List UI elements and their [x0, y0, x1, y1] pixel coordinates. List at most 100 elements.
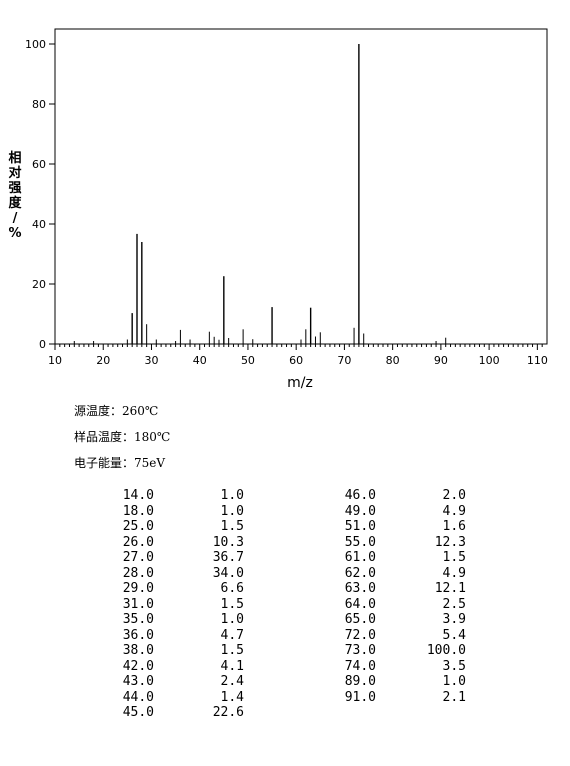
- table-row: 63.0 12.1: [340, 581, 466, 597]
- mz-value: 26.0: [122, 534, 154, 550]
- sample-temperature: 样品温度：180℃: [74, 430, 171, 444]
- table-row: 28.0 34.0: [118, 566, 244, 582]
- x-tick-label: 40: [193, 354, 207, 367]
- mz-value: 44.0: [122, 689, 154, 705]
- intensity-value: 1.5: [442, 550, 466, 565]
- intensity-value: 4.1: [220, 658, 244, 674]
- intensity-value: 1.5: [220, 643, 244, 658]
- x-tick-label: 110: [527, 354, 548, 367]
- intensity-value: 1.4: [220, 689, 244, 705]
- intensity-value: 4.7: [220, 627, 244, 643]
- x-tick-label: 100: [479, 354, 500, 367]
- table-row: 26.0 10.3: [118, 535, 244, 551]
- intensity-value: 3.9: [442, 612, 466, 627]
- mz-value: 91.0: [344, 689, 376, 705]
- mz-value: 72.0: [344, 627, 376, 643]
- intensity-value: 34.0: [212, 565, 244, 581]
- mz-value: 27.0: [122, 550, 154, 565]
- mz-value: 29.0: [122, 581, 154, 596]
- y-axis: 0 20 40 60 80 100: [25, 38, 55, 351]
- intensity-value: 2.0: [442, 488, 466, 503]
- mz-value: 73.0: [344, 643, 376, 658]
- y-tick-label: 60: [32, 158, 46, 171]
- x-tick-label: 10: [48, 354, 62, 367]
- mz-value: 31.0: [122, 596, 154, 612]
- x-tick-label: 80: [386, 354, 400, 367]
- intensity-value: 1.0: [220, 488, 244, 503]
- x-tick-label: 20: [96, 354, 110, 367]
- mz-value: 43.0: [122, 674, 154, 689]
- mz-value: 25.0: [122, 519, 154, 534]
- mz-value: 63.0: [344, 581, 376, 596]
- mz-value: 62.0: [344, 565, 376, 581]
- mass-spectrum-chart: 0 20 40 60 80 100 10 20 30 40 50 60 70 80 90 100 110 m/…: [8, 28, 548, 391]
- intensity-value: 4.9: [442, 565, 466, 581]
- intensity-value: 5.4: [442, 627, 466, 643]
- mz-value: 35.0: [122, 612, 154, 627]
- table-row: 44.0 1.4: [118, 690, 244, 706]
- y-tick-label: 0: [39, 338, 46, 351]
- table-row: 64.0 2.5: [340, 597, 466, 613]
- table-row: 73.0 100.0: [340, 643, 466, 659]
- source-temperature: 源温度：260℃: [74, 404, 159, 418]
- table-row: 65.0 3.9: [340, 612, 466, 628]
- plot-frame: [54, 28, 548, 345]
- mz-value: 14.0: [122, 488, 154, 503]
- table-row: 42.0 4.1: [118, 659, 244, 675]
- mz-value: 38.0: [122, 643, 154, 658]
- x-axis: 10 20 30 40 50 60 70 80 90 100 110: [48, 344, 548, 367]
- y-tick-label: 100: [25, 38, 46, 51]
- mz-value: 28.0: [122, 565, 154, 581]
- table-row: 62.0 4.9: [340, 566, 466, 582]
- intensity-value: 100.0: [426, 643, 466, 658]
- mz-value: 89.0: [344, 674, 376, 689]
- intensity-value: 12.1: [434, 581, 466, 596]
- mz-value: 64.0: [344, 596, 376, 612]
- table-row: 91.0 2.1: [340, 690, 466, 706]
- intensity-value: 1.0: [220, 503, 244, 519]
- mz-value: 45.0: [122, 705, 154, 720]
- table-row: 51.0 1.6: [340, 519, 466, 535]
- table-row: 36.0 4.7: [118, 628, 244, 644]
- x-tick-label: 70: [337, 354, 351, 367]
- table-row: 46.0 2.0: [340, 488, 466, 504]
- intensity-value: 22.6: [212, 705, 244, 720]
- peak-table-left: 14.0 1.0 18.0 1.0 25.0 1.5 26.0 10.3 27.0 36.7 28.…: [118, 488, 244, 721]
- mz-value: 49.0: [344, 503, 376, 519]
- intensity-value: 36.7: [212, 550, 244, 565]
- y-axis-label: 相对强度/%: [8, 150, 22, 241]
- table-row: 49.0 4.9: [340, 504, 466, 520]
- intensity-value: 1.0: [220, 612, 244, 627]
- intensity-value: 1.6: [442, 519, 466, 534]
- x-tick-label: 30: [144, 354, 158, 367]
- mz-value: 36.0: [122, 627, 154, 643]
- intensity-value: 2.5: [442, 596, 466, 612]
- x-tick-label: 60: [289, 354, 303, 367]
- mz-value: 18.0: [122, 503, 154, 519]
- y-tick-label: 20: [32, 278, 46, 291]
- mz-value: 42.0: [122, 658, 154, 674]
- table-row: 14.0 1.0: [118, 488, 244, 504]
- peak-bars: [73, 44, 447, 344]
- table-row: 61.0 1.5: [340, 550, 466, 566]
- intensity-value: 1.0: [442, 674, 466, 689]
- x-tick-label: 50: [241, 354, 255, 367]
- intensity-value: 1.5: [220, 596, 244, 612]
- table-row: 45.0 22.6: [118, 705, 244, 721]
- intensity-value: 2.4: [220, 674, 244, 689]
- intensity-value: 10.3: [212, 534, 244, 550]
- table-row: 27.0 36.7: [118, 550, 244, 566]
- x-tick-label: 90: [434, 354, 448, 367]
- electron-energy: 电子能量：75eV: [74, 456, 166, 470]
- table-row: 38.0 1.5: [118, 643, 244, 659]
- intensity-value: 2.1: [442, 689, 466, 705]
- table-row: 89.0 1.0: [340, 674, 466, 690]
- table-row: 29.0 6.6: [118, 581, 244, 597]
- intensity-value: 1.5: [220, 519, 244, 534]
- table-row: 31.0 1.5: [118, 597, 244, 613]
- y-tick-label: 80: [32, 98, 46, 111]
- mz-value: 55.0: [344, 534, 376, 550]
- intensity-value: 12.3: [434, 534, 466, 550]
- table-row: 18.0 1.0: [118, 504, 244, 520]
- peak-table-right: 46.0 2.0 49.0 4.9 51.0 1.6 55.0 12.3 61.0 1.5 62.0…: [340, 488, 466, 705]
